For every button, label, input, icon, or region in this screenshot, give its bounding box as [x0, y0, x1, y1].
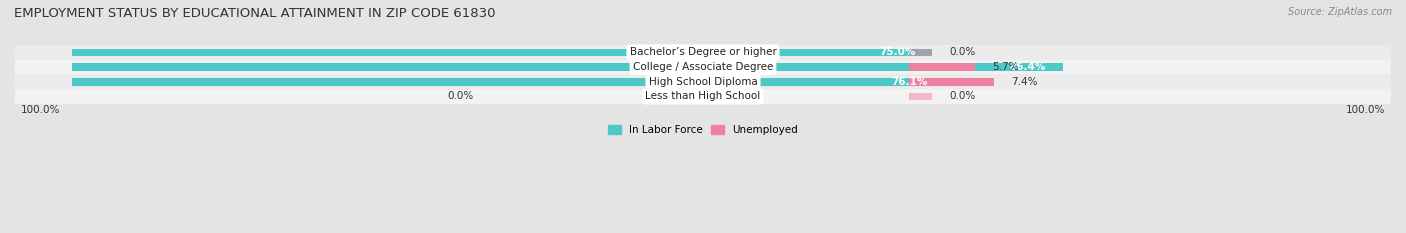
Text: 86.4%: 86.4%	[1010, 62, 1046, 72]
Text: 76.1%: 76.1%	[891, 77, 928, 87]
Bar	[72, 49, 932, 56]
Text: 100.0%: 100.0%	[21, 106, 60, 116]
Text: Source: ZipAtlas.com: Source: ZipAtlas.com	[1288, 7, 1392, 17]
Text: 5.7%: 5.7%	[993, 62, 1018, 72]
Text: 0.0%: 0.0%	[949, 91, 976, 101]
Text: 100.0%: 100.0%	[1346, 106, 1385, 116]
Bar	[15, 60, 1391, 74]
Text: High School Diploma: High School Diploma	[648, 77, 758, 87]
Text: EMPLOYMENT STATUS BY EDUCATIONAL ATTAINMENT IN ZIP CODE 61830: EMPLOYMENT STATUS BY EDUCATIONAL ATTAINM…	[14, 7, 495, 20]
Bar	[15, 45, 1391, 60]
Text: 0.0%: 0.0%	[949, 48, 976, 58]
Text: Bachelor’s Degree or higher: Bachelor’s Degree or higher	[630, 48, 776, 58]
Text: 7.4%: 7.4%	[1011, 77, 1038, 87]
Bar	[72, 78, 945, 86]
Bar	[910, 93, 932, 100]
Text: Less than High School: Less than High School	[645, 91, 761, 101]
Bar	[15, 89, 1391, 104]
Text: 75.0%: 75.0%	[879, 48, 915, 58]
Bar	[15, 74, 1391, 89]
Bar	[910, 49, 932, 56]
Text: College / Associate Degree: College / Associate Degree	[633, 62, 773, 72]
Bar	[72, 63, 1063, 71]
Text: 0.0%: 0.0%	[447, 91, 474, 101]
Legend: In Labor Force, Unemployed: In Labor Force, Unemployed	[609, 125, 797, 135]
Bar	[910, 78, 994, 86]
Bar	[910, 63, 974, 71]
